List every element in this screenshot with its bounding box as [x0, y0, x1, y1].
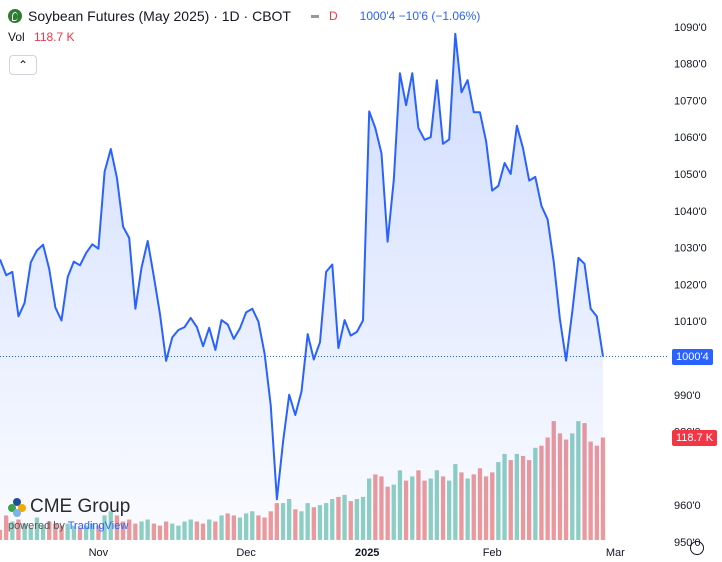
- y-tick-label: 1050'0: [674, 169, 707, 181]
- y-tick-label: 1060'0: [674, 132, 707, 144]
- branding: CME Group powered by TradingView: [8, 496, 130, 532]
- price-axis[interactable]: 950'0960'0980'0990'01000'01010'01020'010…: [674, 0, 707, 549]
- y-tick-label: 990'0: [674, 390, 701, 402]
- chevron-up-icon: ⌃: [17, 58, 29, 72]
- time-axis[interactable]: Nov Dec 2025 Feb Mar: [89, 547, 625, 559]
- x-tick-label: Mar: [606, 547, 625, 559]
- price-area-fill: [0, 33, 603, 541]
- cme-logo-icon: [8, 498, 26, 517]
- y-tick-label: 950'0: [674, 537, 701, 549]
- x-tick-label: Feb: [483, 547, 502, 559]
- tradingview-link[interactable]: TradingView: [67, 520, 129, 532]
- cme-logo-text: CME Group: [30, 496, 131, 517]
- collapse-legend-button[interactable]: ⌃: [9, 55, 37, 75]
- last-volume-badge: 118.7 K: [672, 429, 718, 446]
- y-tick-label: 1070'0: [674, 95, 707, 107]
- quote-values: 1000'4 −10'6 (−1.06%): [359, 9, 481, 23]
- y-tick-label: 960'0: [674, 500, 701, 512]
- price-line[interactable]: [0, 32, 604, 501]
- symbol-logo-icon: [8, 9, 22, 23]
- y-tick-label: 1010'0: [674, 316, 707, 328]
- x-tick-label: Nov: [89, 547, 109, 559]
- powered-by-label: powered by: [8, 520, 65, 532]
- y-tick-label: 1020'0: [674, 279, 707, 291]
- y-tick-label: 1080'0: [674, 59, 707, 71]
- x-tick-label: Dec: [236, 547, 256, 559]
- chart-legend: Soybean Futures (May 2025) · 1D · CBOT D…: [8, 8, 480, 44]
- hide-dash-icon: [311, 14, 319, 18]
- last-price-badge: 1000'4: [672, 348, 713, 365]
- delayed-flag: D: [329, 9, 338, 23]
- y-tick-label: 1030'0: [674, 243, 707, 255]
- volume-value: 118.7 K: [34, 30, 75, 44]
- symbol-title[interactable]: Soybean Futures (May 2025) · 1D · CBOT: [28, 8, 291, 24]
- y-tick-label: 1040'0: [674, 206, 707, 218]
- y-tick-label: 1090'0: [674, 22, 707, 34]
- volume-label: Vol: [8, 30, 25, 44]
- x-tick-label: 2025: [355, 547, 379, 559]
